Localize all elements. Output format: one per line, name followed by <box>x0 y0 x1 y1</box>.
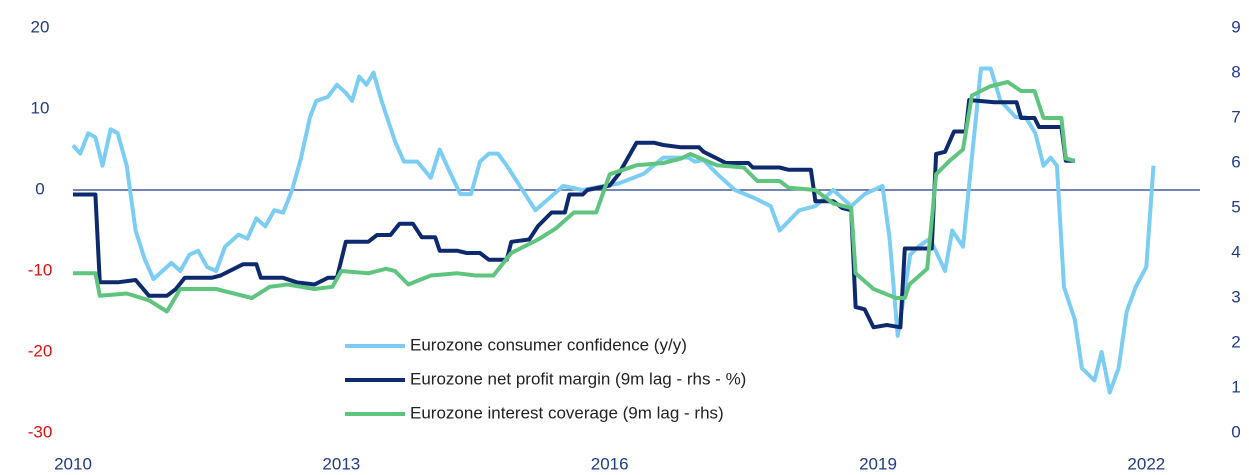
y2-tick-label: 8 <box>1231 62 1240 81</box>
y-tick-label: -30 <box>28 422 53 441</box>
x-tick-label: 2016 <box>591 454 629 473</box>
y-tick-label: -10 <box>28 260 53 279</box>
y-tick-label: -20 <box>28 341 53 360</box>
y-tick-label: 0 <box>35 179 44 198</box>
y2-tick-label: 2 <box>1231 332 1240 351</box>
y2-tick-label: 6 <box>1231 152 1240 171</box>
x-tick-label: 2013 <box>322 454 360 473</box>
legend-label: Eurozone consumer confidence (y/y) <box>410 335 687 354</box>
legend-label: Eurozone net profit margin (9m lag - rhs… <box>410 369 746 388</box>
series-line <box>71 66 1156 395</box>
y2-tick-label: 0 <box>1231 422 1240 441</box>
y2-tick-label: 5 <box>1231 197 1240 216</box>
series-line <box>73 80 1076 314</box>
series-line <box>73 98 1075 330</box>
y-tick-label: 10 <box>31 98 50 117</box>
y-tick-label: 20 <box>31 17 50 36</box>
x-tick-label: 2010 <box>54 454 92 473</box>
x-tick-label: 2019 <box>859 454 897 473</box>
legend-label: Eurozone interest coverage (9m lag - rhs… <box>410 403 724 422</box>
y2-tick-label: 3 <box>1231 287 1240 306</box>
y2-tick-label: 7 <box>1231 107 1240 126</box>
y2-tick-label: 9 <box>1231 17 1240 36</box>
y2-tick-label: 4 <box>1231 242 1240 261</box>
x-tick-label: 2022 <box>1127 454 1165 473</box>
y2-tick-label: 1 <box>1231 377 1240 396</box>
